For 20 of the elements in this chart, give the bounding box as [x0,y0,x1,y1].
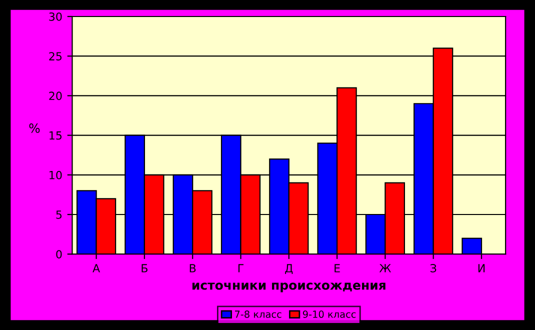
x-tick-label: Б [142,264,148,272]
y-tick-label: 15 [50,131,62,140]
y-tick-label: 25 [49,52,62,60]
x-tick-label: В [190,264,196,272]
x-tick-label: З [430,264,436,272]
x-tick-label: Ж [379,264,391,272]
x-tick-label: Д [285,264,293,274]
legend-label: 7-8 класс [235,310,282,318]
y-tick-label: 30 [49,12,62,21]
y-tick-label: 0 [56,250,62,258]
x-axis-title: источники происхождения [192,282,386,292]
y-tick-label: 10 [50,170,62,180]
y-tick-label: 20 [49,92,62,100]
legend-label: 9-10 класс [302,310,356,318]
y-tick-label: 5 [56,210,62,219]
x-tick-label: Г [238,264,244,272]
y-axis-title: % [29,123,40,133]
x-tick-label: А [92,264,100,272]
x-tick-label: Е [334,264,340,272]
x-tick-label: И [478,264,485,272]
